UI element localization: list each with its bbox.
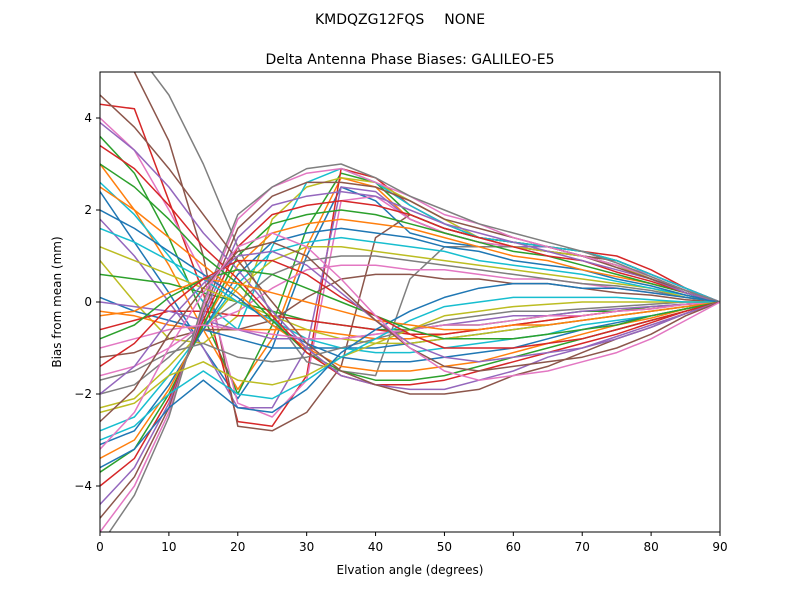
figure-suptitle: KMDQZG12FQS NONE xyxy=(315,12,485,28)
y-axis: −4 −2 0 2 4 xyxy=(74,111,100,493)
x-axis-label: Elvation angle (degrees) xyxy=(337,563,484,577)
y-tick-label: −2 xyxy=(74,387,92,401)
series-line-d06 xyxy=(100,144,720,386)
x-tick-label: 20 xyxy=(230,540,245,554)
series-line-f06 xyxy=(100,232,720,450)
y-tick-label: 2 xyxy=(84,203,92,217)
suptitle-radome: NONE xyxy=(444,12,485,28)
x-tick-label: 0 xyxy=(96,540,104,554)
series-line-e05 xyxy=(100,282,720,469)
series-line-d03 xyxy=(100,209,720,363)
x-tick-label: 50 xyxy=(437,540,452,554)
series-line-c11 xyxy=(100,181,720,519)
series-line-c09 xyxy=(100,200,720,487)
x-tick-label: 90 xyxy=(712,540,727,554)
series-line-f04 xyxy=(100,250,720,395)
y-tick-label: 4 xyxy=(84,111,92,125)
y-tick-label: −4 xyxy=(74,479,92,493)
series-line-c10 xyxy=(100,190,720,505)
x-tick-label: 10 xyxy=(161,540,176,554)
x-tick-label: 80 xyxy=(643,540,658,554)
y-axis-label: Bias from mean (mm) xyxy=(50,236,64,367)
series-line-c13 xyxy=(108,163,720,532)
x-tick-label: 40 xyxy=(368,540,383,554)
series-layer xyxy=(100,72,720,532)
y-tick-label: 0 xyxy=(84,295,92,309)
chart-title: Delta Antenna Phase Biases: GALILEO-E5 xyxy=(265,52,554,68)
series-line-f03 xyxy=(100,259,720,368)
series-line-d07 xyxy=(100,122,720,391)
series-line-c06 xyxy=(100,227,720,446)
series-line-e04 xyxy=(100,296,720,441)
x-axis: 0 10 20 30 40 50 60 70 80 90 xyxy=(96,532,728,554)
x-tick-label: 30 xyxy=(299,540,314,554)
suptitle-station: KMDQZG12FQS xyxy=(315,12,424,28)
x-tick-label: 70 xyxy=(575,540,590,554)
x-tick-label: 60 xyxy=(506,540,521,554)
